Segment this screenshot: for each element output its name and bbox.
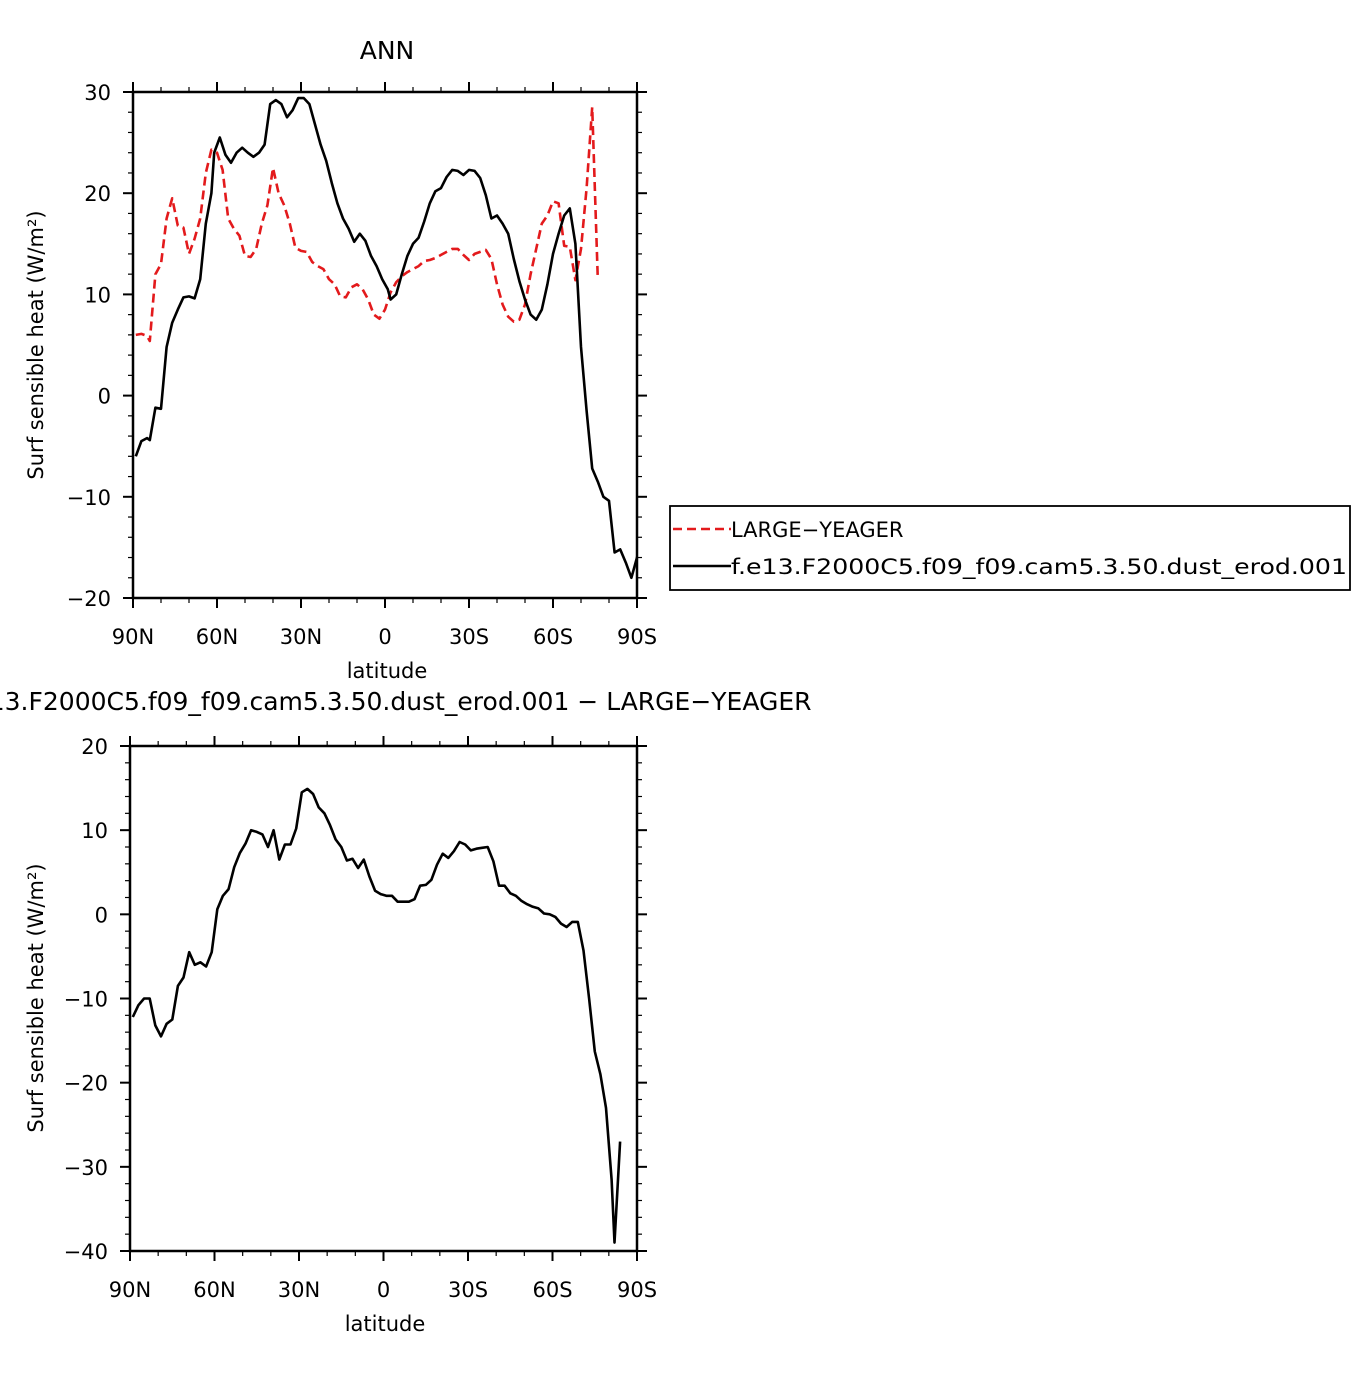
top-panel-y-axis-label: Surf sensible heat (W/m²) xyxy=(24,210,48,479)
x-tick-label: 60N xyxy=(193,1278,235,1302)
y-tick-label: 0 xyxy=(95,903,108,927)
y-tick-label: 0 xyxy=(98,385,111,409)
y-tick-label: −20 xyxy=(64,1072,108,1096)
x-tick-label: 90N xyxy=(112,625,154,649)
legend-label-dust-erod: f.e13.F2000C5.f09_f09.cam5.3.50.dust_ero… xyxy=(731,555,1347,580)
legend-box xyxy=(669,505,1351,591)
bottom-panel-x-axis-label: latitude xyxy=(345,1312,426,1336)
y-tick-label: 20 xyxy=(81,735,108,759)
x-tick-label: 60S xyxy=(533,625,573,649)
plot-frame xyxy=(131,90,639,600)
series-line-dust-erod xyxy=(134,96,637,580)
series-group xyxy=(131,787,622,1244)
series-line-large-yeager xyxy=(135,105,600,343)
plot-frame xyxy=(128,744,639,1253)
bottom-panel-title: f.e13.F2000C5.f09_f09.cam5.3.50.dust_ero… xyxy=(0,687,812,716)
x-tick-label: 0 xyxy=(377,1278,390,1302)
top-panel-x-axis-label: latitude xyxy=(347,659,428,683)
top-panel-title: ANN xyxy=(360,36,415,65)
y-tick-label: −40 xyxy=(64,1240,108,1264)
x-tick-label: 90S xyxy=(617,1278,657,1302)
x-tick-label: 30N xyxy=(278,1278,320,1302)
legend: LARGE−YEAGER f.e13.F2000C5.f09_f09.cam5.… xyxy=(669,505,1351,591)
y-tick-label: 20 xyxy=(84,182,111,206)
x-tick-label: 60S xyxy=(532,1278,572,1302)
top-panel: ANN latitude Surf sensible heat (W/m²) 9… xyxy=(24,36,657,683)
x-tick-label: 30S xyxy=(448,1278,488,1302)
y-tick-label: −20 xyxy=(67,587,111,611)
y-tick-label: 10 xyxy=(81,819,108,843)
series-line-difference xyxy=(131,787,622,1244)
bottom-panel: f.e13.F2000C5.f09_f09.cam5.3.50.dust_ero… xyxy=(0,687,812,1336)
series-group xyxy=(134,96,637,580)
x-tick-label: 90S xyxy=(617,625,657,649)
x-tick-label: 30N xyxy=(280,625,322,649)
y-tick-label: 30 xyxy=(84,81,111,105)
legend-label-large-yeager: LARGE−YEAGER xyxy=(731,518,904,542)
x-tick-label: 0 xyxy=(378,625,391,649)
x-tick-label: 60N xyxy=(196,625,238,649)
bottom-panel-y-axis-label: Surf sensible heat (W/m²) xyxy=(24,863,48,1132)
x-tick-label: 90N xyxy=(109,1278,151,1302)
x-tick-label: 30S xyxy=(449,625,489,649)
y-tick-label: −10 xyxy=(67,486,111,510)
y-tick-label: −10 xyxy=(64,988,108,1012)
y-tick-label: 10 xyxy=(84,283,111,307)
y-tick-label: −30 xyxy=(64,1156,108,1180)
